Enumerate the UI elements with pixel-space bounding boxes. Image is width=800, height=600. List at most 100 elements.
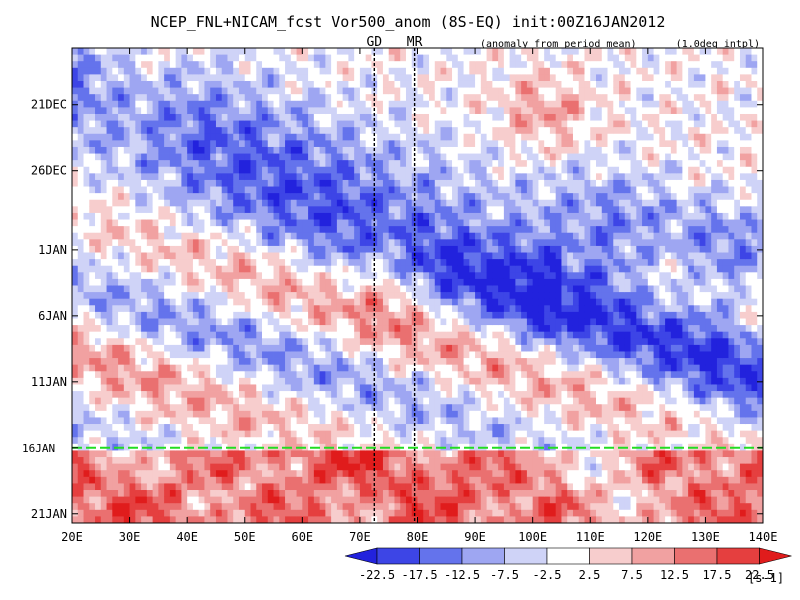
- heatmap-cell: [164, 67, 171, 75]
- heatmap-cell: [135, 384, 142, 392]
- heatmap-cell: [227, 272, 234, 280]
- heatmap-cell: [452, 113, 459, 121]
- heatmap-cell: [279, 199, 286, 207]
- heatmap-cell: [83, 490, 90, 498]
- heatmap-cell: [429, 417, 436, 425]
- heatmap-cell: [106, 199, 113, 207]
- heatmap-cell: [377, 351, 384, 359]
- heatmap-cell: [215, 54, 223, 62]
- heatmap-cell: [192, 113, 200, 121]
- heatmap-cell: [204, 166, 211, 174]
- heatmap-cell: [423, 140, 430, 148]
- heatmap-cell: [141, 199, 148, 207]
- heatmap-cell: [83, 146, 90, 154]
- heatmap-cell: [118, 166, 125, 174]
- heatmap-cell: [89, 127, 96, 135]
- heatmap-cell: [181, 298, 188, 306]
- heatmap-cell: [152, 331, 159, 339]
- heatmap-cell: [89, 490, 96, 498]
- heatmap-cell: [354, 219, 361, 227]
- heatmap-cell: [400, 146, 407, 154]
- heatmap-cell: [187, 437, 194, 445]
- heatmap-cell: [457, 503, 464, 511]
- heatmap-cell: [72, 107, 79, 115]
- heatmap-cell: [238, 239, 246, 247]
- heatmap-cell: [244, 179, 251, 187]
- heatmap-cell: [359, 509, 367, 517]
- heatmap-cell: [417, 153, 424, 161]
- heatmap-cell: [452, 74, 459, 82]
- heatmap-cell: [331, 424, 338, 432]
- heatmap-cell: [354, 516, 361, 523]
- heatmap-cell: [164, 483, 171, 491]
- heatmap-cell: [446, 278, 453, 286]
- heatmap-cell: [267, 503, 274, 511]
- heatmap-cell: [452, 450, 459, 458]
- heatmap-cell: [118, 120, 125, 128]
- heatmap-cell: [405, 490, 413, 498]
- heatmap-cell: [388, 140, 395, 148]
- heatmap-cell: [198, 344, 205, 352]
- heatmap-cell: [331, 166, 338, 174]
- heatmap-cell: [112, 404, 119, 412]
- heatmap-cell: [423, 450, 430, 458]
- heatmap-cell: [285, 410, 292, 418]
- heatmap-cell: [169, 305, 177, 313]
- heatmap-cell: [146, 298, 154, 306]
- heatmap-cell: [192, 265, 200, 273]
- heatmap-cell: [463, 278, 470, 286]
- heatmap-cell: [423, 457, 430, 465]
- heatmap-cell: [452, 140, 459, 148]
- heatmap-cell: [187, 305, 194, 313]
- heatmap-cell: [354, 331, 361, 339]
- heatmap-cell: [325, 331, 332, 339]
- heatmap-cell: [359, 206, 367, 214]
- heatmap-cell: [181, 292, 188, 300]
- heatmap-cell: [382, 437, 390, 445]
- heatmap-cell: [296, 437, 303, 445]
- heatmap-cell: [285, 179, 292, 187]
- heatmap-cell: [187, 153, 194, 161]
- heatmap-cell: [273, 490, 280, 498]
- heatmap-cell: [313, 252, 321, 260]
- heatmap-cell: [405, 48, 413, 55]
- heatmap-cell: [371, 318, 378, 326]
- heatmap-cell: [164, 509, 171, 517]
- heatmap-cell: [365, 457, 372, 465]
- heatmap-cell: [434, 377, 441, 385]
- heatmap-cell: [198, 338, 205, 346]
- heatmap-cell: [158, 245, 165, 253]
- heatmap-cell: [359, 384, 367, 392]
- heatmap-cell: [141, 351, 148, 359]
- heatmap-cell: [169, 509, 177, 517]
- heatmap-cell: [238, 404, 246, 412]
- heatmap-cell: [308, 391, 315, 399]
- heatmap-cell: [331, 80, 338, 88]
- heatmap-cell: [429, 179, 436, 187]
- heatmap-cell: [187, 120, 194, 128]
- heatmap-cell: [175, 113, 182, 121]
- heatmap-cell: [434, 278, 441, 286]
- heatmap-cell: [89, 219, 96, 227]
- heatmap-cell: [181, 100, 188, 108]
- heatmap-cell: [388, 199, 395, 207]
- heatmap-cell: [285, 100, 292, 108]
- heatmap-cell: [164, 503, 171, 511]
- heatmap-cell: [463, 457, 470, 465]
- heatmap-cell: [227, 100, 234, 108]
- heatmap-cell: [227, 318, 234, 326]
- heatmap-cell: [238, 311, 246, 319]
- heatmap-cell: [158, 140, 165, 148]
- heatmap-cell: [405, 94, 413, 102]
- heatmap-cell: [112, 140, 119, 148]
- heatmap-cell: [256, 331, 263, 339]
- heatmap-cell: [423, 67, 430, 75]
- heatmap-cell: [164, 100, 171, 108]
- heatmap-cell: [308, 371, 315, 379]
- heatmap-cell: [319, 470, 326, 478]
- heatmap-cell: [244, 391, 251, 399]
- heatmap-cell: [354, 259, 361, 267]
- heatmap-cell: [83, 140, 90, 148]
- heatmap-cell: [112, 232, 119, 240]
- heatmap-cell: [440, 417, 447, 425]
